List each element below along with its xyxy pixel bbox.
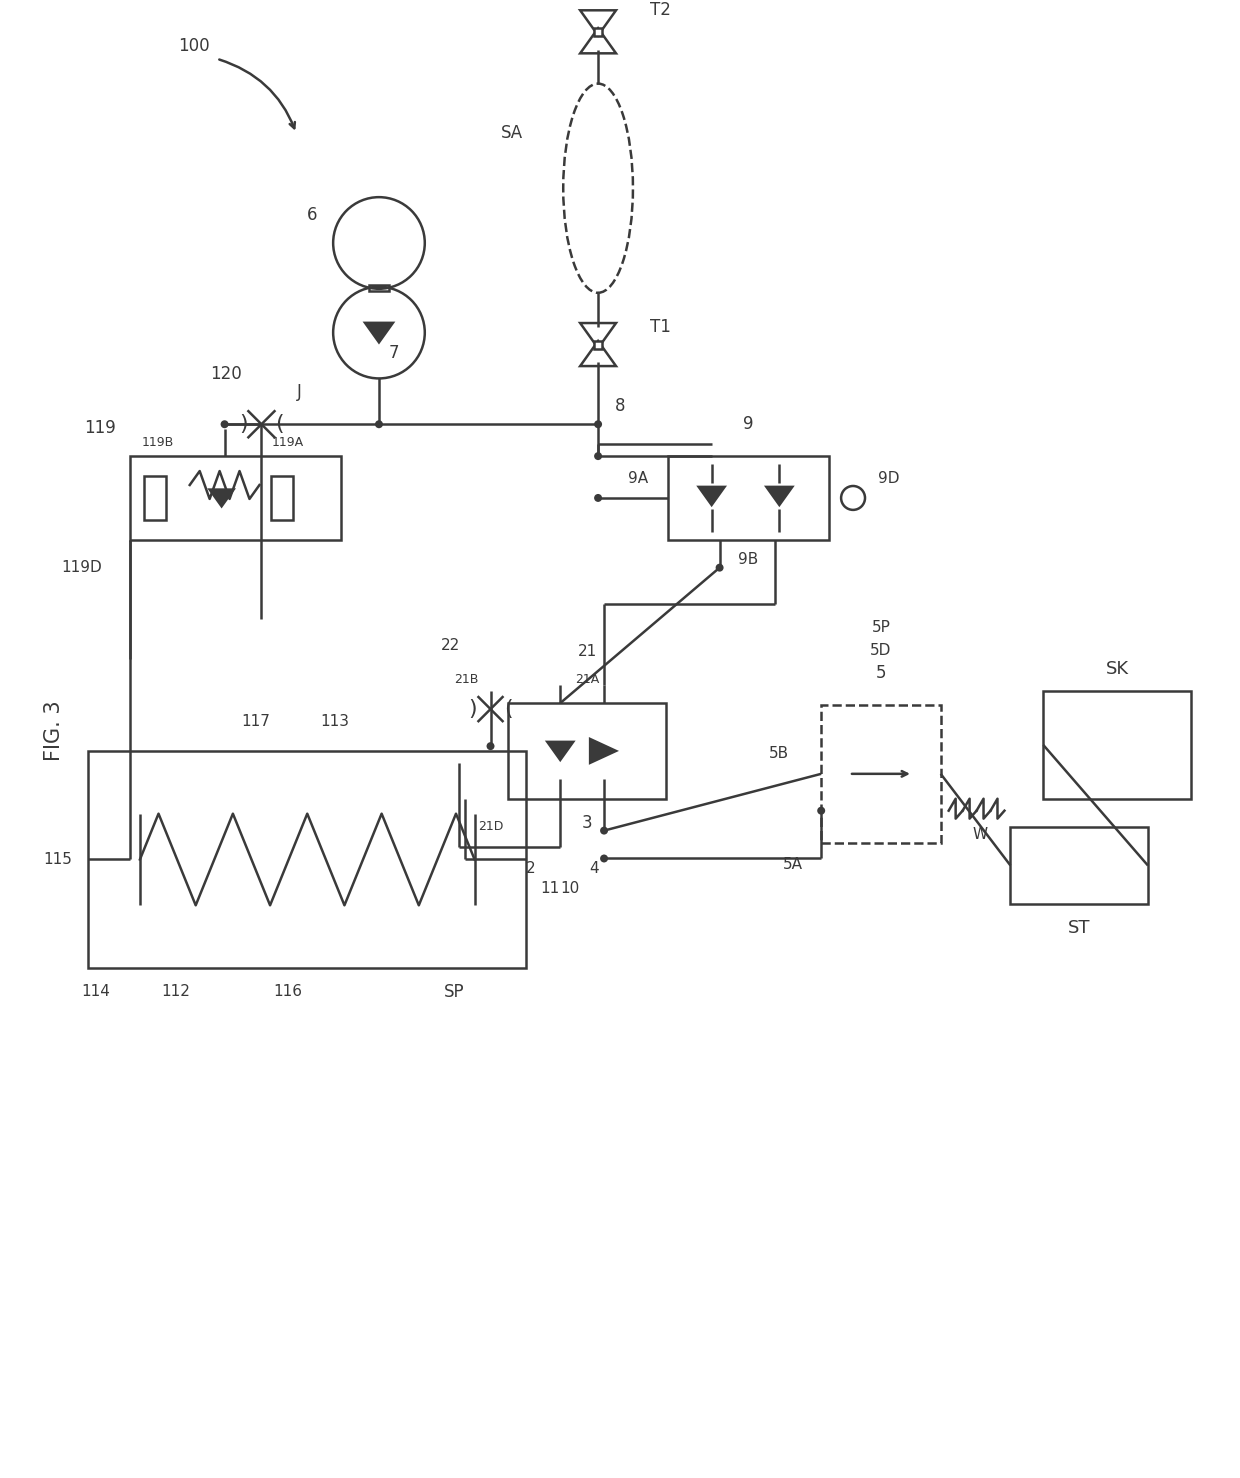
Text: SK: SK (1105, 661, 1128, 678)
Bar (594, 28, 603, 35)
Text: 119A: 119A (272, 436, 304, 449)
Text: 5D: 5D (870, 643, 892, 658)
Text: SP: SP (444, 983, 465, 1001)
Text: 112: 112 (161, 984, 190, 999)
Bar (88, 751, 526, 968)
Text: ): ) (469, 699, 477, 720)
Text: W: W (973, 828, 988, 842)
Text: 21D: 21D (477, 820, 503, 834)
Text: 119D: 119D (61, 560, 102, 575)
Text: 113: 113 (321, 714, 350, 729)
Text: J: J (296, 383, 301, 402)
Circle shape (600, 854, 608, 863)
Polygon shape (590, 739, 616, 763)
Text: 2: 2 (526, 862, 536, 876)
Text: ST: ST (1068, 919, 1090, 937)
Text: (: ( (275, 414, 284, 435)
Bar (508, 704, 666, 798)
Text: 9D: 9D (878, 470, 900, 485)
Bar (668, 457, 830, 539)
Text: 120: 120 (210, 365, 242, 383)
Polygon shape (210, 489, 233, 507)
Circle shape (715, 563, 724, 572)
Circle shape (486, 742, 495, 751)
Polygon shape (547, 742, 573, 760)
Circle shape (594, 494, 603, 503)
Circle shape (374, 420, 383, 429)
Text: 6: 6 (306, 205, 317, 225)
Text: 114: 114 (82, 984, 110, 999)
Text: 7: 7 (389, 343, 399, 362)
Text: T1: T1 (650, 318, 671, 336)
Text: 11: 11 (541, 881, 560, 896)
Bar (821, 705, 941, 842)
Text: FIG. 3: FIG. 3 (45, 701, 64, 761)
Bar (1043, 692, 1190, 798)
Text: 21: 21 (578, 644, 596, 659)
Bar (594, 340, 603, 349)
Bar (272, 476, 294, 520)
Text: 21B: 21B (454, 672, 479, 686)
Text: 9: 9 (743, 415, 754, 433)
Text: 9B: 9B (738, 553, 759, 568)
Text: 10: 10 (560, 881, 580, 896)
Text: (: ( (505, 699, 513, 720)
Bar (1011, 826, 1148, 905)
Text: 21A: 21A (575, 672, 599, 686)
Bar (370, 285, 389, 291)
Text: 5A: 5A (784, 857, 804, 872)
Text: 100: 100 (177, 37, 210, 55)
Text: 119: 119 (84, 420, 117, 437)
Circle shape (817, 807, 825, 814)
Polygon shape (766, 486, 792, 505)
Circle shape (594, 452, 603, 460)
Text: SA: SA (501, 124, 523, 142)
Text: ): ) (239, 414, 248, 435)
Text: T2: T2 (650, 1, 671, 19)
Bar (130, 457, 341, 539)
Text: 3: 3 (582, 813, 593, 832)
Circle shape (221, 420, 228, 429)
Text: 115: 115 (43, 851, 72, 868)
Text: 5B: 5B (769, 746, 790, 761)
Circle shape (600, 826, 608, 835)
Circle shape (594, 420, 603, 429)
Text: 116: 116 (273, 984, 301, 999)
Text: 4: 4 (589, 862, 599, 876)
Text: 5: 5 (875, 664, 887, 683)
Text: 22: 22 (441, 638, 460, 653)
Text: 119B: 119B (141, 436, 174, 449)
Text: 9A: 9A (627, 470, 647, 485)
Text: 5P: 5P (872, 619, 890, 636)
Text: 8: 8 (615, 398, 625, 415)
Text: 117: 117 (241, 714, 270, 729)
Polygon shape (365, 322, 393, 343)
Bar (144, 476, 166, 520)
Polygon shape (698, 486, 724, 505)
